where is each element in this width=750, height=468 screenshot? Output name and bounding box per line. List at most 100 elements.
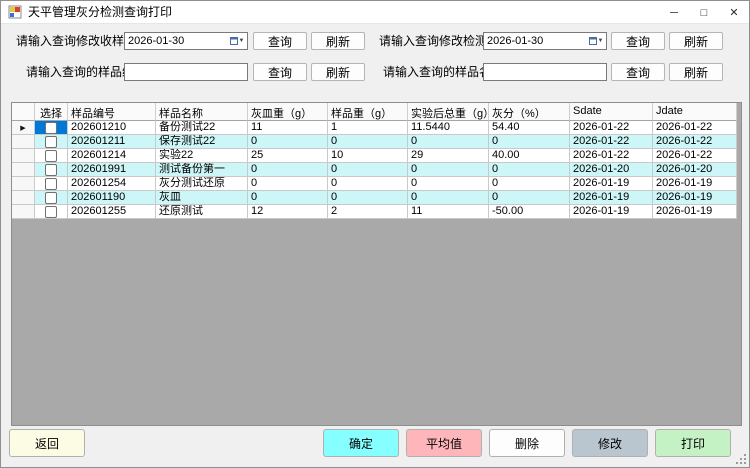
cell-total-weight[interactable]: 0 (408, 177, 489, 191)
sample-name-refresh-button[interactable]: 刷新 (669, 63, 723, 81)
cell-ash-percent[interactable]: 40.00 (489, 149, 570, 163)
test-date-query-button[interactable]: 查询 (611, 32, 665, 50)
column-header-total-weight[interactable]: 实验后总重（g） (408, 103, 489, 121)
cell-ash-percent[interactable]: 0 (489, 177, 570, 191)
checkbox-cell[interactable] (35, 149, 68, 163)
cell-total-weight[interactable]: 0 (408, 163, 489, 177)
row-selector-cell[interactable] (12, 149, 35, 163)
cell-jdate[interactable]: 2026-01-22 (653, 121, 737, 135)
table-row[interactable]: 202601214 实验22 25 10 29 40.00 2026-01-22 2026-0… (12, 149, 737, 163)
cell-jdate[interactable]: 2026-01-19 (653, 205, 737, 219)
test-date-picker[interactable]: 2026-01-30 ▼ (483, 32, 607, 50)
cell-sample-no[interactable]: 202601210 (68, 121, 156, 135)
resize-grip-icon[interactable] (736, 454, 746, 464)
sample-name-query-button[interactable]: 查询 (611, 63, 665, 81)
print-button[interactable]: 打印 (655, 429, 731, 457)
column-header-sdate[interactable]: Sdate (570, 103, 653, 121)
row-checkbox[interactable] (45, 121, 57, 134)
cell-sample-name[interactable]: 保存测试22 (156, 135, 248, 149)
cell-jdate[interactable]: 2026-01-22 (653, 135, 737, 149)
row-selector-cell[interactable]: ▶ (12, 121, 35, 135)
column-header-jdate[interactable]: Jdate (653, 103, 737, 121)
cell-dish-weight[interactable]: 25 (248, 149, 328, 163)
cell-sample-weight[interactable]: 0 (328, 177, 408, 191)
table-row[interactable]: 202601211 保存测试22 0 0 0 0 2026-01-22 2026-01-22 (12, 135, 737, 149)
row-checkbox[interactable] (45, 163, 57, 176)
checkbox-cell[interactable] (35, 121, 68, 135)
cell-sample-no[interactable]: 202601211 (68, 135, 156, 149)
receive-date-refresh-button[interactable]: 刷新 (311, 32, 365, 50)
cell-sample-no[interactable]: 202601190 (68, 191, 156, 205)
cell-sample-weight[interactable]: 10 (328, 149, 408, 163)
cell-sample-name[interactable]: 测试备份第一 (156, 163, 248, 177)
cell-sample-name[interactable]: 备份测试22 (156, 121, 248, 135)
cell-sample-no[interactable]: 202601214 (68, 149, 156, 163)
cell-dish-weight[interactable]: 0 (248, 191, 328, 205)
table-row[interactable]: ▶ 202601210 备份测试22 11 1 11.5440 54.40 2026-01-2… (12, 121, 737, 135)
row-selector-cell[interactable] (12, 205, 35, 219)
test-date-dropdown[interactable]: ▼ (586, 33, 606, 49)
maximize-icon[interactable]: □ (700, 6, 708, 19)
column-header-ash-percent[interactable]: 灰分（%） (489, 103, 570, 121)
cell-sdate[interactable]: 2026-01-22 (570, 149, 653, 163)
receive-date-picker[interactable]: 2026-01-30 ▼ (124, 32, 248, 50)
cell-dish-weight[interactable]: 0 (248, 163, 328, 177)
table-row[interactable]: 202601991 测试备份第一 0 0 0 0 2026-01-20 2026-01-20 (12, 163, 737, 177)
row-selector-cell[interactable] (12, 177, 35, 191)
cell-ash-percent[interactable]: 54.40 (489, 121, 570, 135)
checkbox-cell[interactable] (35, 205, 68, 219)
checkbox-cell[interactable] (35, 177, 68, 191)
cell-dish-weight[interactable]: 0 (248, 135, 328, 149)
cell-sample-weight[interactable]: 1 (328, 121, 408, 135)
cell-jdate[interactable]: 2026-01-22 (653, 149, 737, 163)
cell-total-weight[interactable]: 29 (408, 149, 489, 163)
cell-sample-no[interactable]: 202601991 (68, 163, 156, 177)
cell-sdate[interactable]: 2026-01-19 (570, 177, 653, 191)
cell-sample-no[interactable]: 202601255 (68, 205, 156, 219)
receive-date-dropdown[interactable]: ▼ (227, 33, 247, 49)
table-row[interactable]: 202601190 灰皿 0 0 0 0 2026-01-19 2026-01-19 (12, 191, 737, 205)
table-row[interactable]: 202601255 还原测试 12 2 11 -50.00 2026-01-19 2026-0… (12, 205, 737, 219)
column-header-sample-weight[interactable]: 样品重（g） (328, 103, 408, 121)
minimize-icon[interactable]: ─ (670, 6, 678, 19)
row-selector-cell[interactable] (12, 135, 35, 149)
modify-button[interactable]: 修改 (572, 429, 648, 457)
row-checkbox[interactable] (45, 135, 57, 148)
column-header-sample-no[interactable]: 样品编号 (68, 103, 156, 121)
cell-sdate[interactable]: 2026-01-19 (570, 191, 653, 205)
cell-sample-weight[interactable]: 0 (328, 163, 408, 177)
cell-dish-weight[interactable]: 12 (248, 205, 328, 219)
sample-no-input[interactable] (124, 63, 248, 81)
column-header-dish-weight[interactable]: 灰皿重（g） (248, 103, 328, 121)
cell-sdate[interactable]: 2026-01-20 (570, 163, 653, 177)
cell-sample-weight[interactable]: 2 (328, 205, 408, 219)
cell-dish-weight[interactable]: 11 (248, 121, 328, 135)
cell-ash-percent[interactable]: 0 (489, 191, 570, 205)
column-header-select[interactable]: 选择 (35, 103, 68, 121)
results-data-grid[interactable]: 选择 样品编号 样品名称 灰皿重（g） 样品重（g） 实验后总重（g） 灰分（%） Sdate… (11, 102, 742, 426)
row-checkbox[interactable] (45, 149, 57, 162)
cell-ash-percent[interactable]: 0 (489, 163, 570, 177)
receive-date-query-button[interactable]: 查询 (253, 32, 307, 50)
cell-total-weight[interactable]: 0 (408, 135, 489, 149)
cell-sdate[interactable]: 2026-01-19 (570, 205, 653, 219)
table-row[interactable]: 202601254 灰分测试还原 0 0 0 0 2026-01-19 2026-01-19 (12, 177, 737, 191)
cell-sample-name[interactable]: 灰皿 (156, 191, 248, 205)
confirm-button[interactable]: 确定 (323, 429, 399, 457)
cell-jdate[interactable]: 2026-01-19 (653, 191, 737, 205)
cell-sample-no[interactable]: 202601254 (68, 177, 156, 191)
close-icon[interactable]: ✕ (729, 7, 739, 19)
test-date-refresh-button[interactable]: 刷新 (669, 32, 723, 50)
cell-ash-percent[interactable]: -50.00 (489, 205, 570, 219)
return-button[interactable]: 返回 (9, 429, 85, 457)
sample-no-query-button[interactable]: 查询 (253, 63, 307, 81)
cell-sample-name[interactable]: 灰分测试还原 (156, 177, 248, 191)
column-header-sample-name[interactable]: 样品名称 (156, 103, 248, 121)
row-checkbox[interactable] (45, 205, 57, 218)
row-selector-cell[interactable] (12, 163, 35, 177)
checkbox-cell[interactable] (35, 191, 68, 205)
cell-sdate[interactable]: 2026-01-22 (570, 121, 653, 135)
cell-sample-name[interactable]: 实验22 (156, 149, 248, 163)
cell-sample-name[interactable]: 还原测试 (156, 205, 248, 219)
checkbox-cell[interactable] (35, 163, 68, 177)
